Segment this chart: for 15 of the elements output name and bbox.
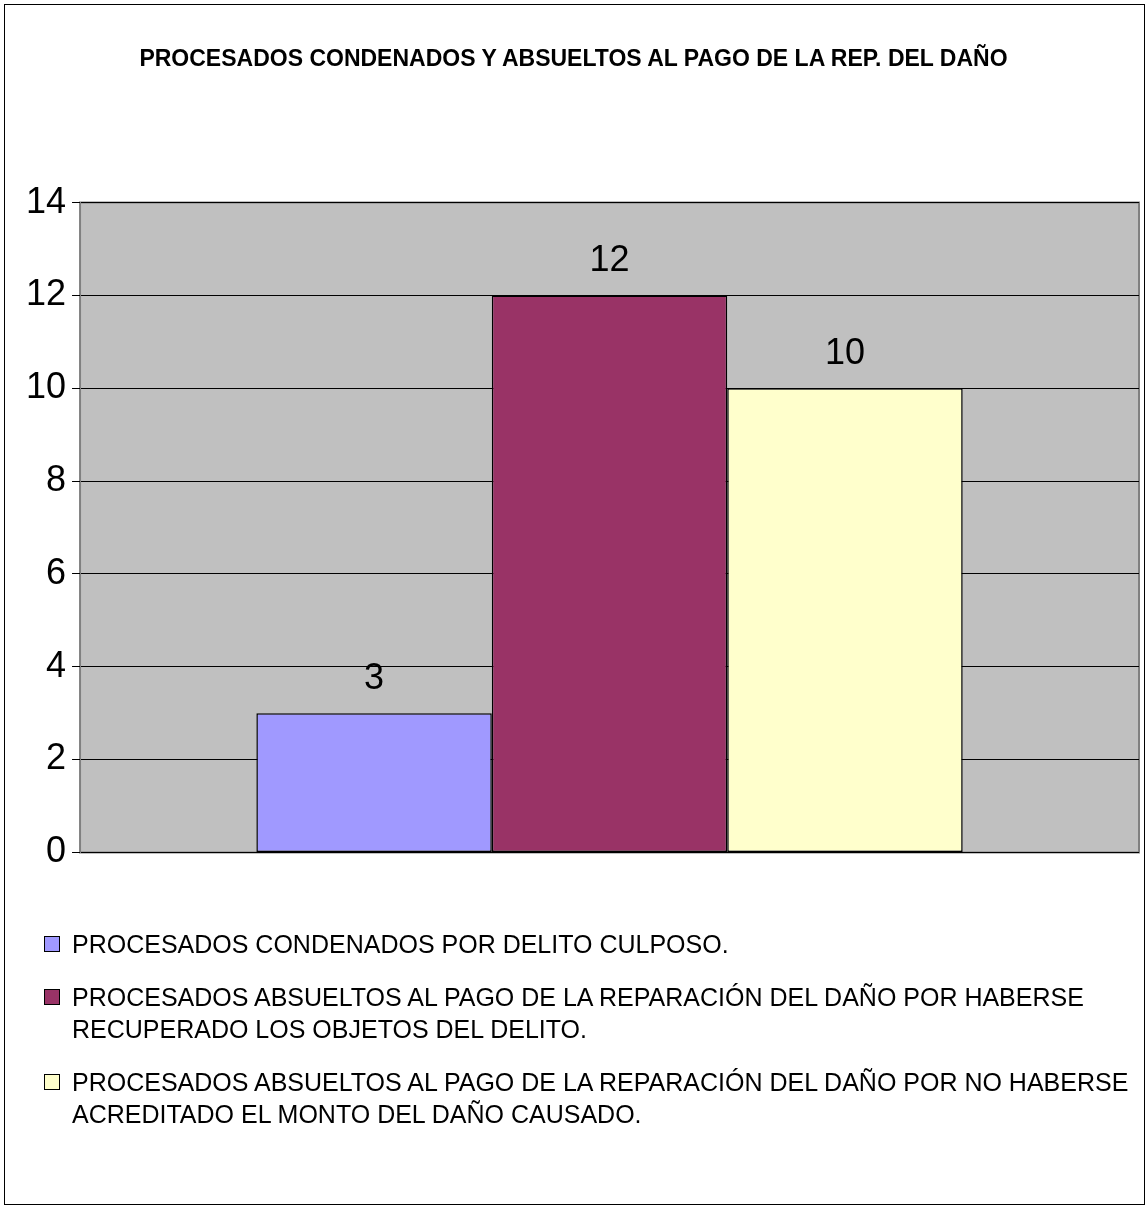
data-label: 10 [824,331,865,373]
legend-label: PROCESADOS CONDENADOS POR DELITO CULPOSO. [72,929,730,960]
legend-label: PROCESADOS ABSUELTOS AL PAGO DE LA REPARACIÓN DEL DAÑO POR NO HABERSE ACREDITADO EL MONTO DEL DAÑO CAUSADO. [72,1067,1130,1130]
y-tick-label: 2 [46,736,67,778]
y-tick-label: 8 [46,458,67,500]
y-tick-label: 6 [46,550,67,592]
y-tick-label: 10 [26,365,67,407]
y-tick-label: 14 [26,179,67,221]
y-tick-label: 4 [46,643,67,685]
y-tick-label: 12 [26,272,67,314]
legend-label: PROCESADOS ABSUELTOS AL PAGO DE LA REPARACIÓN DEL DAÑO POR HABERSE RECUPERADO LOS OBJETOS DEL DELITO. [72,982,1085,1045]
chart-title: PROCESADOS CONDENADOS Y ABSUELTOS AL PAGO DE LA REP. DEL DAÑO [139,43,1008,73]
data-label: 12 [589,238,630,280]
data-label: 3 [364,656,385,698]
y-tick-label: 0 [46,829,67,871]
